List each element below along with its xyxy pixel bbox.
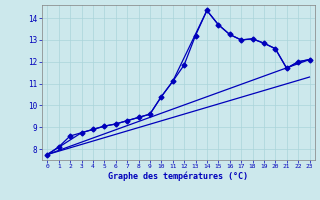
X-axis label: Graphe des températures (°C): Graphe des températures (°C) [108, 172, 248, 181]
